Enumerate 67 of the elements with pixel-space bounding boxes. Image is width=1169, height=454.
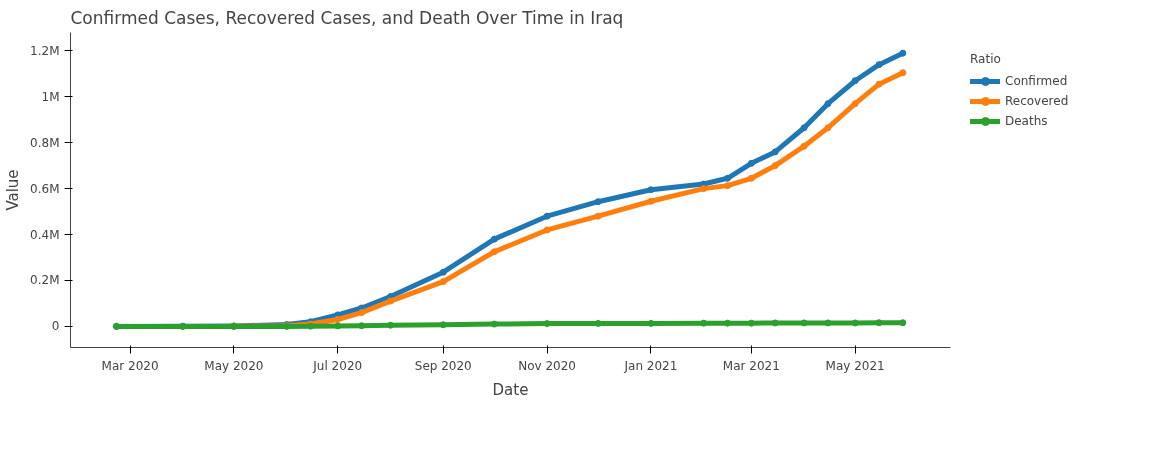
- y-tick-label: 1.2M: [30, 43, 60, 58]
- point: [747, 319, 755, 327]
- point: [899, 319, 907, 327]
- y-tick-label: 0: [51, 319, 60, 334]
- point: [490, 320, 498, 328]
- x-tick-label: May 2021: [825, 358, 885, 373]
- point: [647, 319, 655, 327]
- point: [899, 49, 907, 57]
- point: [490, 235, 498, 243]
- point: [543, 212, 551, 220]
- point: [875, 61, 883, 69]
- point: [700, 319, 708, 327]
- point: [875, 80, 883, 88]
- point: [771, 162, 779, 170]
- point: [387, 297, 394, 305]
- x-tick-label: Sep 2020: [414, 358, 472, 373]
- point: [747, 174, 755, 182]
- x-axis-title: Date: [492, 380, 529, 399]
- point: [439, 278, 447, 286]
- x-tick-label: Mar 2020: [101, 358, 159, 373]
- legend-label: Confirmed: [1005, 74, 1068, 88]
- legend-title: Ratio: [970, 52, 1002, 66]
- x-tick-label: Mar 2021: [722, 358, 780, 373]
- point: [875, 319, 883, 327]
- point: [747, 159, 755, 167]
- point: [334, 322, 342, 330]
- point: [800, 124, 808, 132]
- x-tick-label: May 2020: [204, 358, 264, 373]
- point: [824, 124, 832, 132]
- y-tick-label: 0.8M: [30, 135, 60, 150]
- point: [543, 320, 551, 328]
- chart-title: Confirmed Cases, Recovered Cases, and Death Over Time in Iraq: [70, 7, 624, 28]
- point: [387, 321, 394, 329]
- x-tick-label: Nov 2020: [518, 358, 576, 373]
- point: [358, 309, 366, 317]
- point: [490, 248, 498, 256]
- x-tick-label: Jan 2021: [623, 358, 678, 373]
- point: [358, 322, 366, 330]
- point: [800, 142, 808, 150]
- point: [824, 100, 832, 108]
- point: [543, 226, 551, 234]
- point: [851, 77, 859, 85]
- point: [647, 186, 655, 194]
- point: [439, 321, 447, 329]
- point: [594, 198, 602, 206]
- point: [334, 316, 342, 323]
- y-tick-label: 0.2M: [30, 273, 60, 288]
- point: [439, 268, 447, 276]
- point: [899, 69, 907, 77]
- point: [851, 319, 859, 327]
- legend-label: Recovered: [1005, 94, 1069, 108]
- legend-label: Deaths: [1005, 114, 1048, 128]
- y-tick-label: 1M: [41, 89, 60, 104]
- point: [771, 148, 779, 156]
- point: [771, 319, 779, 327]
- y-tick-label: 0.4M: [30, 227, 60, 242]
- point: [700, 185, 708, 193]
- y-tick-label: 0.6M: [30, 181, 60, 196]
- point: [824, 319, 832, 327]
- point: [724, 174, 732, 182]
- y-axis-title: Value: [4, 169, 23, 211]
- point: [724, 182, 732, 190]
- point: [851, 100, 859, 108]
- point: [594, 212, 602, 220]
- point: [647, 197, 655, 205]
- point: [800, 319, 808, 327]
- x-tick-label: Jul 2020: [312, 358, 363, 373]
